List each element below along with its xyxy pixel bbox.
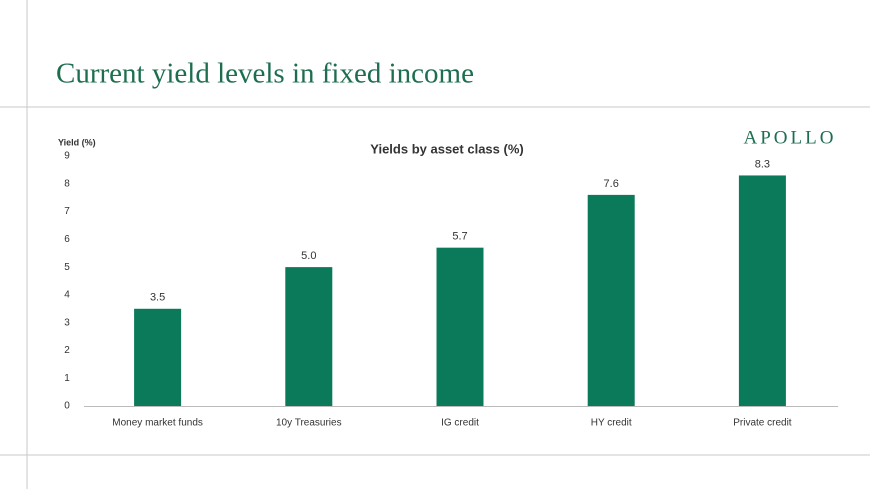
y-tick-label: 9 — [64, 151, 70, 162]
bar — [285, 267, 333, 406]
y-tick-label: 2 — [64, 345, 70, 356]
x-tick-label: Private credit — [733, 418, 792, 429]
bar — [436, 247, 484, 406]
y-tick-label: 5 — [64, 262, 70, 273]
y-tick-label: 1 — [64, 373, 70, 384]
value-label: 7.6 — [604, 178, 619, 190]
y-tick-label: 0 — [64, 401, 70, 412]
y-tick-label: 8 — [64, 178, 70, 189]
x-tick-label: Money market funds — [112, 418, 203, 429]
value-label: 3.5 — [150, 292, 165, 304]
y-tick-label: 6 — [64, 234, 70, 245]
bar — [738, 175, 786, 406]
logo: APOLLO — [744, 127, 837, 148]
x-tick-label: IG credit — [441, 418, 479, 429]
chart-title: Yields by asset class (%) — [370, 141, 523, 156]
value-label: 5.7 — [452, 231, 467, 243]
x-tick-label: HY credit — [591, 418, 632, 429]
y-tick-label: 4 — [64, 290, 70, 301]
value-label: 8.3 — [755, 158, 770, 170]
bar — [134, 308, 182, 406]
slide-title: Current yield levels in fixed income — [56, 58, 474, 90]
y-tick-label: 3 — [64, 317, 70, 328]
x-tick-label: 10y Treasuries — [276, 418, 342, 429]
value-label: 5.0 — [301, 250, 316, 262]
bar — [587, 194, 635, 406]
y-axis-label: Yield (%) — [58, 137, 96, 147]
y-tick-label: 7 — [64, 206, 70, 217]
